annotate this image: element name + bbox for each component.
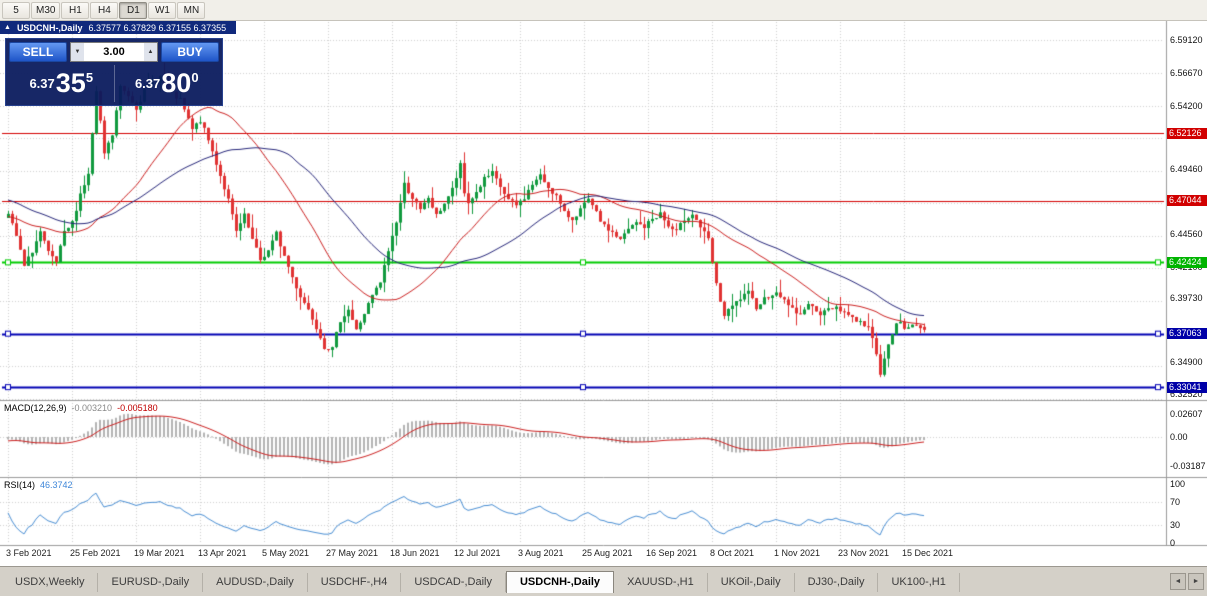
- price-divider: [113, 65, 115, 102]
- date-axis-label: 8 Oct 2021: [710, 548, 755, 558]
- price-axis-tick: 6.32520: [1170, 389, 1203, 400]
- date-axis-label: 18 Jun 2021: [390, 548, 440, 558]
- timeframe-button-mn[interactable]: MN: [177, 1, 206, 19]
- sell-button[interactable]: SELL: [9, 42, 67, 62]
- buy-price-pip: 0: [191, 69, 199, 85]
- chart-symbol-title: USDCNH-,Daily: [16, 22, 83, 33]
- tab-ukoil-daily[interactable]: UKOil-,Daily: [708, 573, 795, 592]
- buy-price-big: 80: [161, 68, 192, 98]
- date-axis-label: 12 Jul 2021: [454, 548, 501, 558]
- tab-uk100-h1[interactable]: UK100-,H1: [878, 573, 960, 592]
- rsi-name: RSI(14): [4, 480, 36, 490]
- macd-indicator-label: MACD(12,26,9) -0.003210 -0.005180: [4, 403, 158, 413]
- date-axis-label: 15 Dec 2021: [902, 548, 954, 558]
- volume-up-button[interactable]: ▲: [144, 43, 157, 61]
- price-axis-tick: 6.34900: [1170, 357, 1203, 368]
- timeframe-button-5[interactable]: 5: [2, 1, 30, 19]
- sell-price-big: 35: [55, 68, 86, 98]
- price-axis-tick: 6.54200: [1170, 100, 1203, 111]
- buy-price: 6.37 80 0: [115, 65, 220, 102]
- rsi-axis-tick: 0: [1170, 538, 1176, 548]
- macd-axis-tick: -0.03187: [1170, 460, 1206, 471]
- price-axis-tick: 6.39730: [1170, 293, 1203, 304]
- date-axis-label: 1 Nov 2021: [774, 548, 821, 558]
- tab-eurusd-daily[interactable]: EURUSD-,Daily: [98, 573, 204, 592]
- trade-prices-row: 6.37 35 5 6.37 80 0: [9, 65, 219, 102]
- price-badge: 6.42424: [1167, 256, 1207, 268]
- macd-axis-tick: 0.00: [1170, 432, 1188, 442]
- rsi-value: 46.3742: [40, 480, 73, 490]
- date-axis-label: 16 Sep 2021: [646, 548, 698, 558]
- date-axis-label: 19 Mar 2021: [134, 548, 185, 558]
- tabs-scroll-right-button[interactable]: ►: [1188, 573, 1204, 590]
- date-axis-label: 3 Feb 2021: [6, 548, 52, 558]
- price-badge: 6.37063: [1167, 328, 1207, 340]
- macd-name: MACD(12,26,9): [4, 403, 67, 413]
- rsi-axis-tick: 70: [1170, 496, 1181, 507]
- tab-usdcad-daily[interactable]: USDCAD-,Daily: [401, 573, 506, 592]
- date-axis-label: 25 Aug 2021: [582, 548, 633, 558]
- price-axis-tick: 6.59120: [1170, 35, 1203, 46]
- tab-dj30-daily[interactable]: DJ30-,Daily: [795, 573, 879, 592]
- date-axis-label: 23 Nov 2021: [838, 548, 890, 558]
- trade-controls-row: SELL ▼ 3.00 ▲ BUY: [9, 42, 219, 62]
- date-axis-label: 27 May 2021: [326, 548, 379, 558]
- timeframe-button-m30[interactable]: M30: [31, 1, 61, 19]
- volume-input[interactable]: 3.00: [84, 43, 144, 61]
- tab-audusd-daily[interactable]: AUDUSD-,Daily: [203, 573, 308, 592]
- rsi-axis-tick: 100: [1170, 479, 1186, 489]
- collapse-panel-icon[interactable]: ▲: [4, 24, 11, 31]
- buy-price-prefix: 6.37: [134, 76, 161, 91]
- timeframe-button-w1[interactable]: W1: [148, 1, 177, 19]
- timeframe-button-d1[interactable]: D1: [119, 1, 148, 19]
- price-axis-tick: 6.44560: [1170, 228, 1203, 239]
- rsi-indicator-label: RSI(14) 46.3742: [4, 480, 73, 490]
- macd-main-value: -0.003210: [71, 403, 113, 413]
- tab-usdchf-h4[interactable]: USDCHF-,H4: [308, 573, 402, 592]
- price-axis-tick: 6.49460: [1170, 163, 1203, 174]
- symbol-tab-bar: USDX,Weekly EURUSD-,Daily AUDUSD-,Daily USD…: [0, 566, 1207, 596]
- one-click-trading-panel: SELL ▼ 3.00 ▲ BUY 6.37 35 5 6.37 80 0: [5, 38, 223, 106]
- sell-price-pip: 5: [85, 69, 94, 85]
- tab-usdx-weekly[interactable]: USDX,Weekly: [2, 573, 99, 592]
- tab-usdcnh-daily[interactable]: USDCNH-,Daily: [505, 571, 615, 593]
- chart-title-bar: ▲ USDCNH-,Daily 6.37577 6.37829 6.37155 …: [0, 21, 237, 34]
- volume-stepper: ▼ 3.00 ▲: [70, 42, 158, 62]
- chart-ohlc-values: 6.37577 6.37829 6.37155 6.37355: [88, 22, 227, 33]
- buy-button[interactable]: BUY: [161, 42, 219, 62]
- price-badge: 6.33041: [1167, 381, 1207, 393]
- volume-down-button[interactable]: ▼: [71, 43, 84, 61]
- macd-axis-tick: 0.02607: [1170, 408, 1203, 419]
- rsi-axis-tick: 30: [1170, 520, 1181, 531]
- date-axis-label: 5 May 2021: [262, 548, 310, 558]
- timeframe-button-h4[interactable]: H4: [90, 1, 119, 19]
- date-axis-label: 3 Aug 2021: [518, 548, 564, 558]
- price-badge: 6.47044: [1167, 195, 1207, 207]
- tab-xauusd-h1[interactable]: XAUUSD-,H1: [614, 573, 708, 592]
- price-badge: 6.52126: [1167, 127, 1207, 139]
- sell-price-prefix: 6.37: [29, 76, 55, 91]
- tabs-scroll-left-button[interactable]: ◄: [1170, 573, 1186, 590]
- timeframe-toolbar: 5 M30 H1 H4 D1 W1 MN: [0, 0, 1207, 21]
- timeframe-button-h1[interactable]: H1: [61, 1, 90, 19]
- date-axis-label: 25 Feb 2021: [70, 548, 121, 558]
- macd-signal-value: -0.005180: [117, 403, 158, 413]
- date-axis-label: 13 Apr 2021: [198, 548, 247, 558]
- sell-price: 6.37 35 5: [9, 65, 114, 102]
- tab-scroll-buttons: ◄ ►: [1170, 573, 1204, 590]
- price-axis-tick: 6.56670: [1170, 67, 1203, 78]
